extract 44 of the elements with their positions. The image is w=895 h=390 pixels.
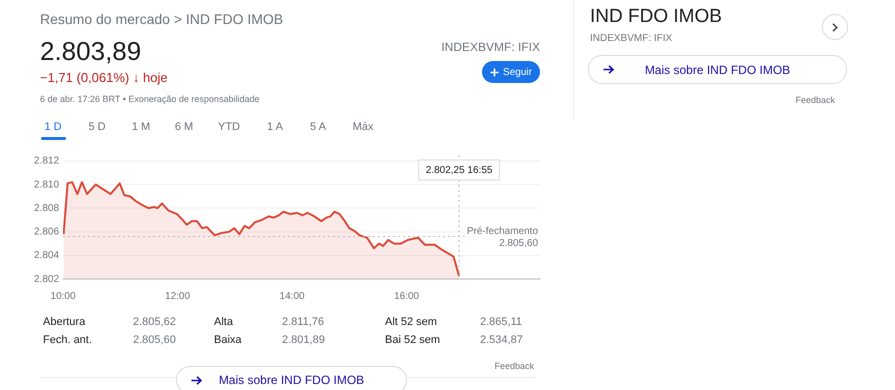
text: Alta (214, 316, 233, 328)
text: 2.805,62 (133, 316, 176, 328)
x-tick-label: 10:00 (50, 290, 76, 302)
text: 2.803,89 (40, 36, 142, 67)
x-tick-label: 14:00 (280, 290, 306, 302)
text: 5 D (88, 121, 106, 133)
y-tick-label: 2.812 (34, 156, 60, 167)
x-tick-label: 12:00 (165, 290, 190, 302)
ref-line-label: Pré-fechamento 2.805,60 (466, 226, 538, 250)
text: Abertura (43, 316, 86, 328)
text: Baixa (214, 334, 242, 346)
y-tick-label: 2.804 (34, 250, 60, 262)
text: Bai 52 sem (385, 334, 440, 346)
text: YTD (218, 121, 240, 133)
annotation: 2.802,25 16:55 (426, 164, 493, 176)
text: Alt 52 sem (385, 316, 437, 328)
text: Fech. ant. (43, 334, 92, 346)
text: 2.801,89 (282, 334, 325, 346)
text: INDEXBVMF: IFIX (441, 40, 540, 54)
text: 1 D (44, 121, 62, 133)
y-tick-label: 2.802 (34, 274, 60, 285)
text: INDEXBVMF: IFIX (590, 33, 672, 44)
text: 2.865,11 (480, 316, 522, 328)
x-tick-label: 16:00 (394, 290, 420, 302)
y-tick-label: 2.806 (34, 226, 60, 238)
y-tick-label: 2.810 (34, 179, 60, 190)
text: 1 A (267, 121, 283, 133)
y-tick-label: 2.808 (34, 202, 60, 214)
text: 2.811,76 (282, 316, 324, 328)
text: −1,71 (0,061%) ↓ hoje (40, 70, 168, 85)
text: 6 de abr. 17:26 BRT • Exoneração de responsabilidade (40, 94, 260, 104)
text: Feedback (795, 95, 835, 105)
text: 2.534,87 (480, 334, 523, 346)
text: 2.805,60 (133, 334, 176, 346)
chart-title: Resumo do mercado > IND FDO IMOB (40, 11, 284, 27)
text: Seguir (503, 66, 532, 78)
text: Máx (352, 121, 374, 133)
text: 5 A (310, 121, 326, 133)
text: IND FDO IMOB (590, 6, 722, 28)
text: 6 M (174, 121, 194, 133)
text: Feedback (494, 361, 534, 371)
text: Mais sobre IND FDO IMOB (218, 373, 364, 387)
text: Mais sobre IND FDO IMOB (644, 62, 790, 76)
text: 1 M (132, 121, 150, 133)
